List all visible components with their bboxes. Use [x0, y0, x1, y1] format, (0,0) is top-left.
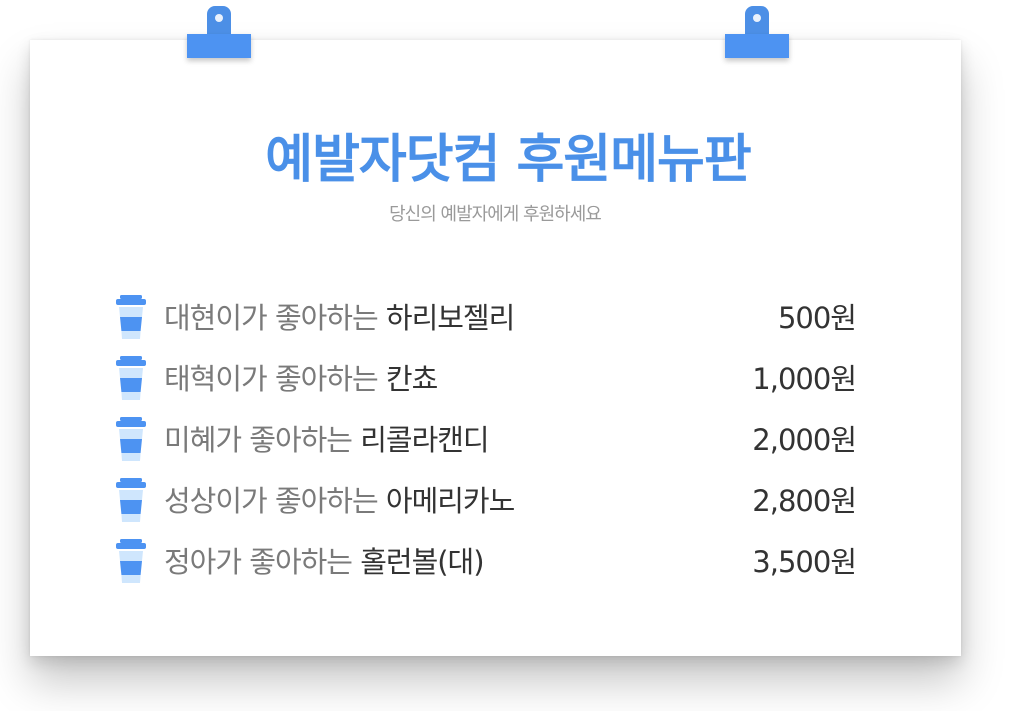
- menu-item-price: 2,000원: [752, 423, 857, 457]
- menu-item[interactable]: 미혜가 좋아하는 리콜라캔디 2,000원: [116, 414, 860, 475]
- menu-item-text: 성상이가 좋아하는 아메리카노: [164, 481, 515, 521]
- menu-item-price: 1,000원: [752, 362, 857, 396]
- menu-item-person: 성상이가 좋아하는: [164, 484, 379, 518]
- binder-clip-icon: [187, 6, 251, 58]
- menu-item[interactable]: 성상이가 좋아하는 아메리카노 2,800원: [116, 475, 860, 536]
- menu-item-person: 정아가 좋아하는: [164, 545, 353, 579]
- menu-item-product: 하리보젤리: [385, 301, 515, 335]
- menu-item-text: 미혜가 좋아하는 리콜라캔디: [164, 420, 490, 460]
- menu-board: [30, 40, 961, 656]
- menu-item-product: 홀런볼(대): [360, 545, 484, 579]
- page-subtitle: 당신의 예발자에게 후원하세요: [389, 204, 602, 225]
- clip-bar: [187, 34, 251, 58]
- coffee-cup-icon: [116, 478, 146, 522]
- menu-item-price: 500원: [777, 301, 857, 335]
- coffee-cup-icon: [116, 295, 146, 339]
- binder-clip-icon: [725, 6, 789, 58]
- menu-item-text: 대현이가 좋아하는 하리보젤리: [164, 298, 515, 338]
- menu-item-text: 태혁이가 좋아하는 칸쵸: [164, 359, 438, 399]
- menu-item-product: 리콜라캔디: [360, 423, 489, 457]
- coffee-cup-icon: [116, 356, 146, 400]
- menu-item-product: 아메리카노: [385, 484, 515, 518]
- page-title: 예발자닷컴 후원메뉴판: [265, 130, 752, 190]
- menu-item-person: 미혜가 좋아하는: [164, 423, 353, 457]
- menu-item-product: 칸쵸: [385, 362, 438, 396]
- menu-item-price: 2,800원: [752, 484, 857, 518]
- menu-item-person: 태혁이가 좋아하는: [164, 362, 379, 396]
- menu-item-price: 3,500원: [752, 545, 857, 579]
- menu-item[interactable]: 대현이가 좋아하는 하리보젤리 500원: [116, 292, 860, 353]
- menu-item-person: 대현이가 좋아하는: [164, 301, 379, 335]
- coffee-cup-icon: [116, 539, 146, 583]
- menu-item[interactable]: 정아가 좋아하는 홀런볼(대) 3,500원: [116, 536, 860, 597]
- donation-menu-list: 대현이가 좋아하는 하리보젤리 500원 태혁이가 좋아하는 칸쵸 1,000원…: [116, 292, 860, 597]
- coffee-cup-icon: [116, 417, 146, 461]
- menu-item-text: 정아가 좋아하는 홀런볼(대): [164, 542, 485, 582]
- clip-bar: [725, 34, 789, 58]
- menu-item[interactable]: 태혁이가 좋아하는 칸쵸 1,000원: [116, 353, 860, 414]
